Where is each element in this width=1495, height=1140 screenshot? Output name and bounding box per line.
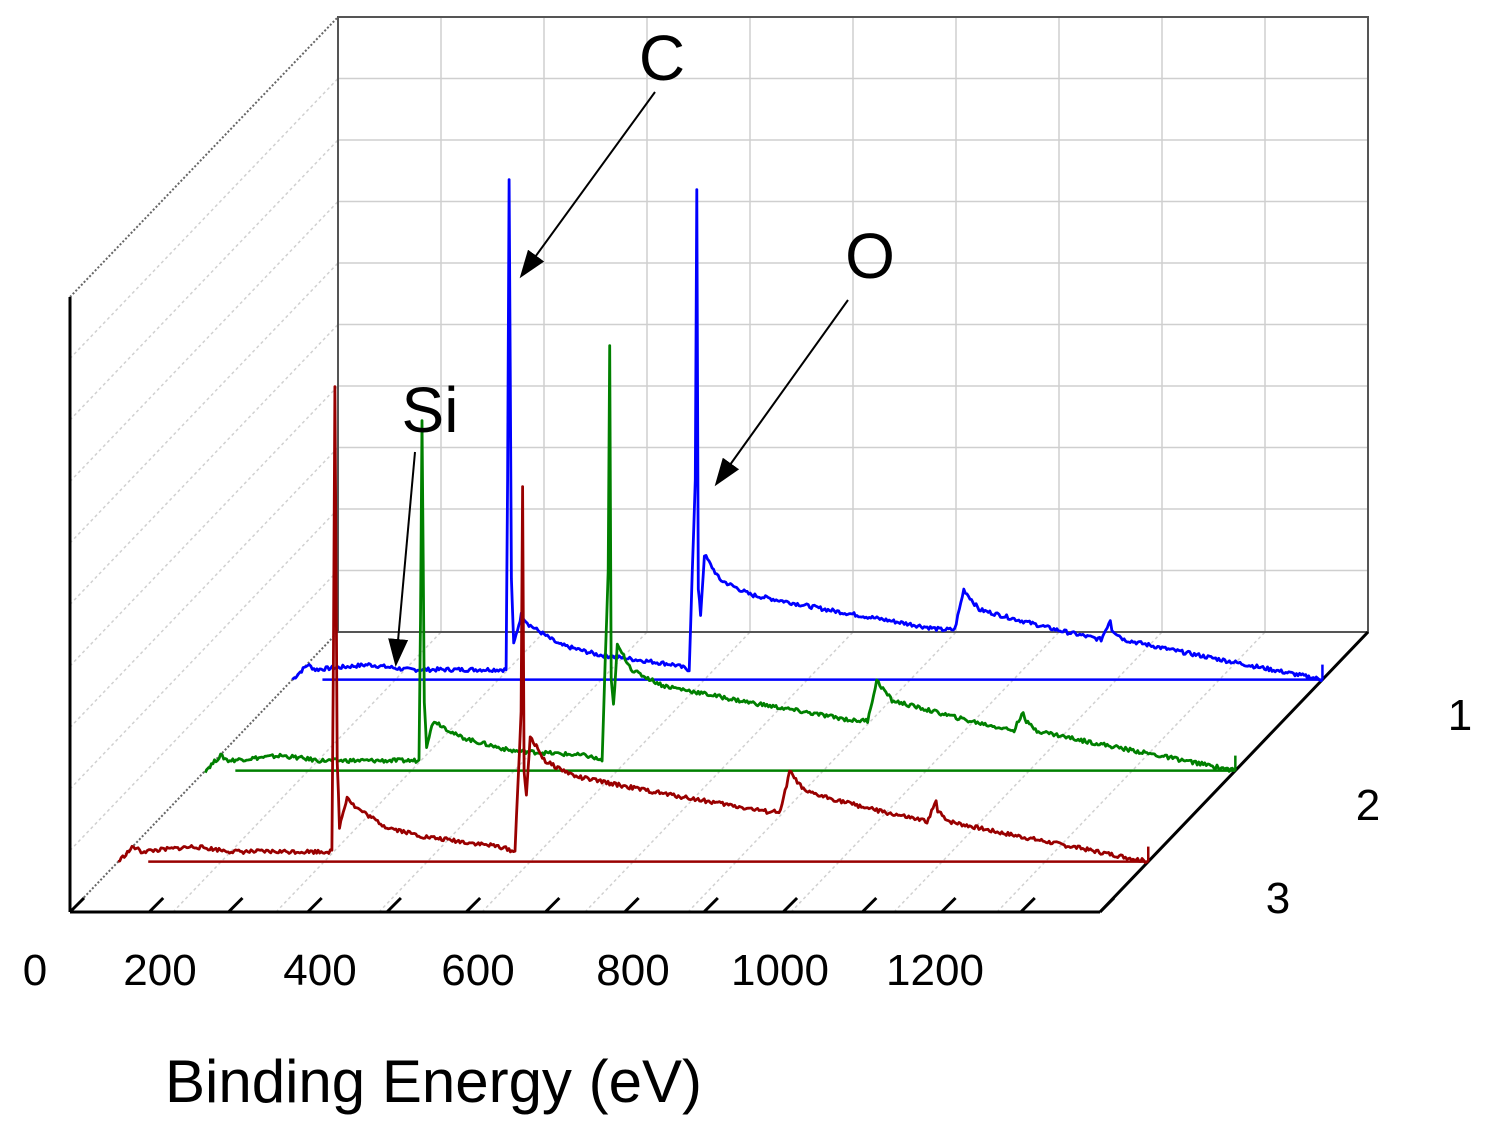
side-grid-line: [69, 262, 339, 544]
x-tick-mark: [702, 896, 719, 914]
series-2: [204, 344, 1237, 774]
x-tick-mark: [1098, 896, 1116, 914]
peak-arrow-si: [388, 451, 416, 667]
series-1: [291, 178, 1324, 683]
chart-walls: [68, 16, 1370, 914]
x-tick-mark: [782, 896, 799, 914]
floor-grid-line: [172, 631, 442, 913]
floor-grid-line: [275, 631, 545, 913]
x-tick-mark: [306, 896, 323, 914]
x-axis-title: Binding Energy (eV): [165, 1048, 702, 1115]
x-tick-mark: [623, 896, 640, 914]
series-layer: [117, 178, 1324, 865]
x-tick-label: 0: [23, 946, 47, 995]
tick-layer: 0 200 400 600 800 1000 1200 1 2 3: [23, 691, 1472, 995]
peak-label-o: O: [845, 220, 895, 292]
x-tick-label: 600: [441, 946, 514, 995]
side-grid-line: [69, 200, 339, 483]
side-grid-line: [69, 569, 339, 852]
peak-arrow-c: [519, 91, 656, 279]
x-tick-label: 400: [283, 946, 356, 995]
x-tick-mark: [148, 896, 165, 914]
series-line: [291, 178, 1324, 683]
side-wall-top-edge: [69, 16, 339, 298]
x-tick-mark: [227, 896, 244, 914]
x-tick-mark: [544, 896, 561, 914]
floor-grid-line: [996, 631, 1266, 913]
floor-grid-line: [481, 631, 751, 913]
x-tick-mark: [385, 896, 402, 914]
x-tick-mark: [1019, 896, 1036, 914]
side-grid-line: [69, 323, 339, 606]
series-line: [204, 344, 1236, 774]
floor-grid-line: [790, 631, 1060, 913]
floor-grid-line: [378, 631, 648, 913]
x-tick-label: 200: [123, 946, 196, 995]
peak-label-c: C: [639, 22, 685, 94]
x-tick-label: 1000: [731, 946, 829, 995]
side-grid-line: [69, 446, 339, 729]
peak-label-si: Si: [402, 374, 459, 446]
side-grid-line: [69, 508, 339, 790]
series-line: [117, 385, 1149, 865]
floor-grid-line: [687, 631, 957, 913]
side-grid-line: [69, 139, 339, 421]
series-tick-label: 1: [1448, 691, 1472, 740]
series-3: [117, 385, 1150, 865]
side-grid-line: [69, 77, 339, 360]
x-tick-mark: [68, 896, 86, 914]
x-tick-mark: [861, 896, 878, 914]
side-wall-bottom-edge: [69, 631, 339, 913]
x-tick-mark: [465, 896, 482, 914]
floor-right-edge: [1098, 630, 1370, 914]
floor-grid-line: [893, 631, 1163, 913]
x-tick-mark: [940, 896, 957, 914]
series-tick-label: 3: [1266, 874, 1290, 923]
x-tick-label: 800: [596, 946, 669, 995]
annotation-layer: C O Si: [388, 22, 895, 667]
series-tick-label: 2: [1356, 781, 1380, 830]
floor-grid-line: [584, 631, 854, 913]
back-wall-frame: [337, 16, 1369, 633]
side-grid-line: [69, 385, 339, 667]
peak-arrow-o: [714, 299, 849, 487]
x-tick-label: 1200: [886, 946, 984, 995]
